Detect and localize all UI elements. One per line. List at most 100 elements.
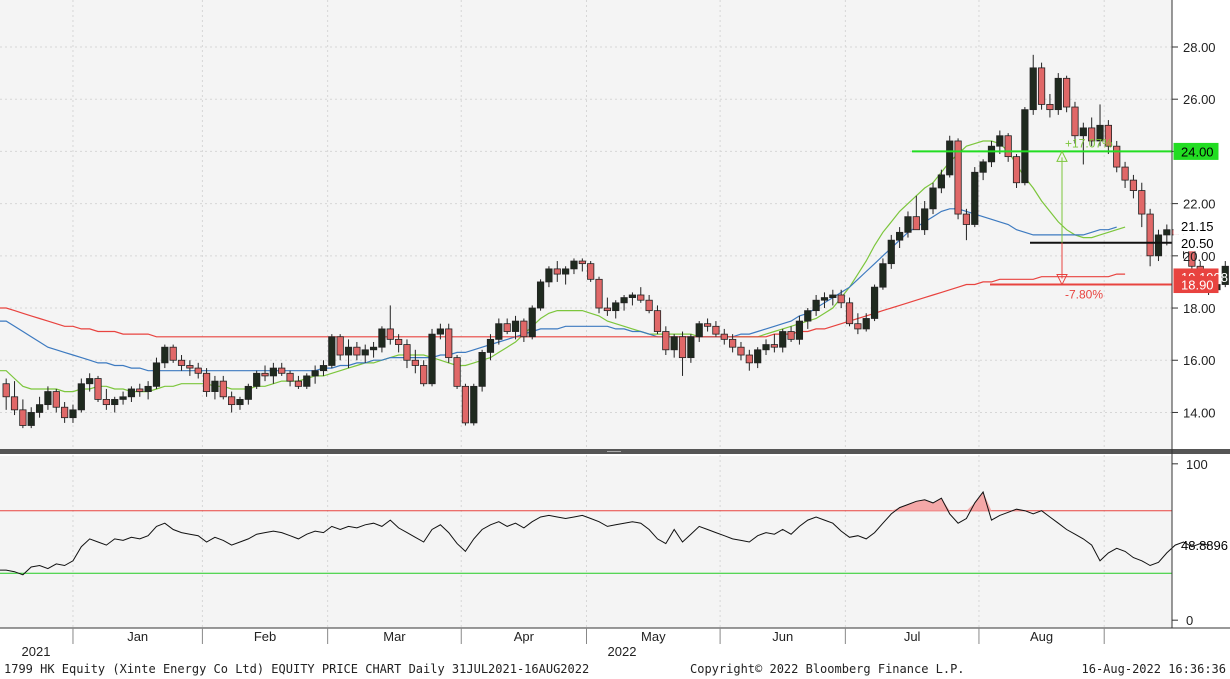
candle-body xyxy=(86,378,94,385)
candle-body xyxy=(1088,127,1096,142)
candle-body xyxy=(1096,124,1104,142)
candle-body xyxy=(486,338,495,353)
month-label: Jun xyxy=(772,629,793,644)
candle-body xyxy=(770,344,778,348)
candle-body xyxy=(27,412,35,426)
candle-body xyxy=(795,320,804,340)
price-label-box xyxy=(1173,234,1219,252)
candle-body xyxy=(1012,156,1021,184)
candle-body xyxy=(812,299,820,312)
candle-body xyxy=(587,263,595,280)
candle-body xyxy=(937,174,945,189)
candle-body xyxy=(1079,127,1087,137)
price-tick-label: 16.00 xyxy=(1183,353,1216,368)
candle-body xyxy=(896,231,904,241)
candle-body xyxy=(136,388,144,392)
loss-annotation: -7.80% xyxy=(1065,288,1103,302)
candle-body xyxy=(127,388,136,398)
candle-body xyxy=(1121,166,1129,181)
candle-body xyxy=(328,336,336,366)
candle-body xyxy=(737,346,745,356)
candle-body xyxy=(369,346,378,351)
year-label: 2021 xyxy=(22,644,51,659)
candle-body xyxy=(52,391,60,408)
candle-body xyxy=(620,297,628,304)
month-label: Jan xyxy=(127,629,148,644)
candle-body xyxy=(336,336,344,356)
candle-body xyxy=(912,216,920,231)
candle-body xyxy=(645,299,653,312)
candle-body xyxy=(720,333,728,340)
candle-body xyxy=(904,216,912,233)
price-tick-label: 22.00 xyxy=(1183,197,1216,212)
candle-body xyxy=(311,370,319,377)
candle-body xyxy=(729,338,737,348)
candle-body xyxy=(887,239,895,265)
candle-body xyxy=(35,404,44,413)
candle-body xyxy=(461,385,470,424)
candle-body xyxy=(987,145,996,163)
candle-body xyxy=(319,365,328,372)
candle-body xyxy=(219,380,227,398)
candle-body xyxy=(152,362,161,387)
moving-average-line xyxy=(0,140,1126,393)
candle-body xyxy=(779,331,787,348)
candle-body xyxy=(628,294,637,298)
oscillator-last-value: 48.8896 xyxy=(1181,538,1228,553)
candle-body xyxy=(144,385,152,392)
candle-body xyxy=(194,367,202,374)
candle-body xyxy=(745,354,753,364)
price-label-text: 18.90 xyxy=(1181,278,1214,293)
candle-body xyxy=(695,323,703,338)
candle-body xyxy=(428,333,436,385)
candle-body xyxy=(177,359,186,366)
candle-body xyxy=(837,294,845,304)
candle-body xyxy=(921,208,929,231)
candle-body xyxy=(436,328,444,335)
candle-body xyxy=(261,372,269,377)
candle-body xyxy=(854,323,862,330)
candle-body xyxy=(820,297,829,301)
candle-body xyxy=(971,171,979,225)
candle-body xyxy=(979,161,987,173)
candle-body xyxy=(253,372,261,387)
candle-body xyxy=(1154,234,1163,257)
candle-body xyxy=(528,307,536,338)
year-label: 2022 xyxy=(608,644,637,659)
osc-tick-label: 0 xyxy=(1186,613,1193,628)
candle-body xyxy=(386,328,394,340)
candle-body xyxy=(361,349,369,356)
candle-body xyxy=(495,323,503,340)
month-label: Aug xyxy=(1030,629,1053,644)
candle-body xyxy=(1071,106,1079,137)
candle-body xyxy=(595,278,603,309)
price-label-text: 24.00 xyxy=(1181,144,1214,159)
candle-body xyxy=(996,135,1004,147)
candle-body xyxy=(662,331,670,351)
candle-body xyxy=(1221,265,1229,285)
candle-body xyxy=(2,383,10,398)
candle-body xyxy=(411,359,419,366)
candle-body xyxy=(1104,124,1112,147)
candle-body xyxy=(294,380,303,387)
candle-body xyxy=(420,365,428,385)
candle-body xyxy=(161,346,169,364)
candle-body xyxy=(453,357,461,387)
candle-body xyxy=(570,260,578,270)
candle-body xyxy=(929,187,937,210)
gain-annotation: +17.07% xyxy=(1065,136,1113,150)
moving-average-line xyxy=(0,273,1126,338)
candle-body xyxy=(520,320,528,338)
candle-body xyxy=(44,391,52,406)
candle-body xyxy=(228,396,236,406)
candle-body xyxy=(470,385,478,424)
candle-body xyxy=(578,260,586,265)
month-label: Mar xyxy=(383,629,406,644)
timestamp: 16-Aug-2022 16:36:36 xyxy=(1081,662,1227,676)
candle-body xyxy=(236,399,244,406)
candle-body xyxy=(670,336,678,351)
candle-body xyxy=(612,302,620,312)
candle-body xyxy=(954,140,962,215)
copyright-notice: Copyright© 2022 Bloomberg Finance L.P. xyxy=(690,662,965,676)
